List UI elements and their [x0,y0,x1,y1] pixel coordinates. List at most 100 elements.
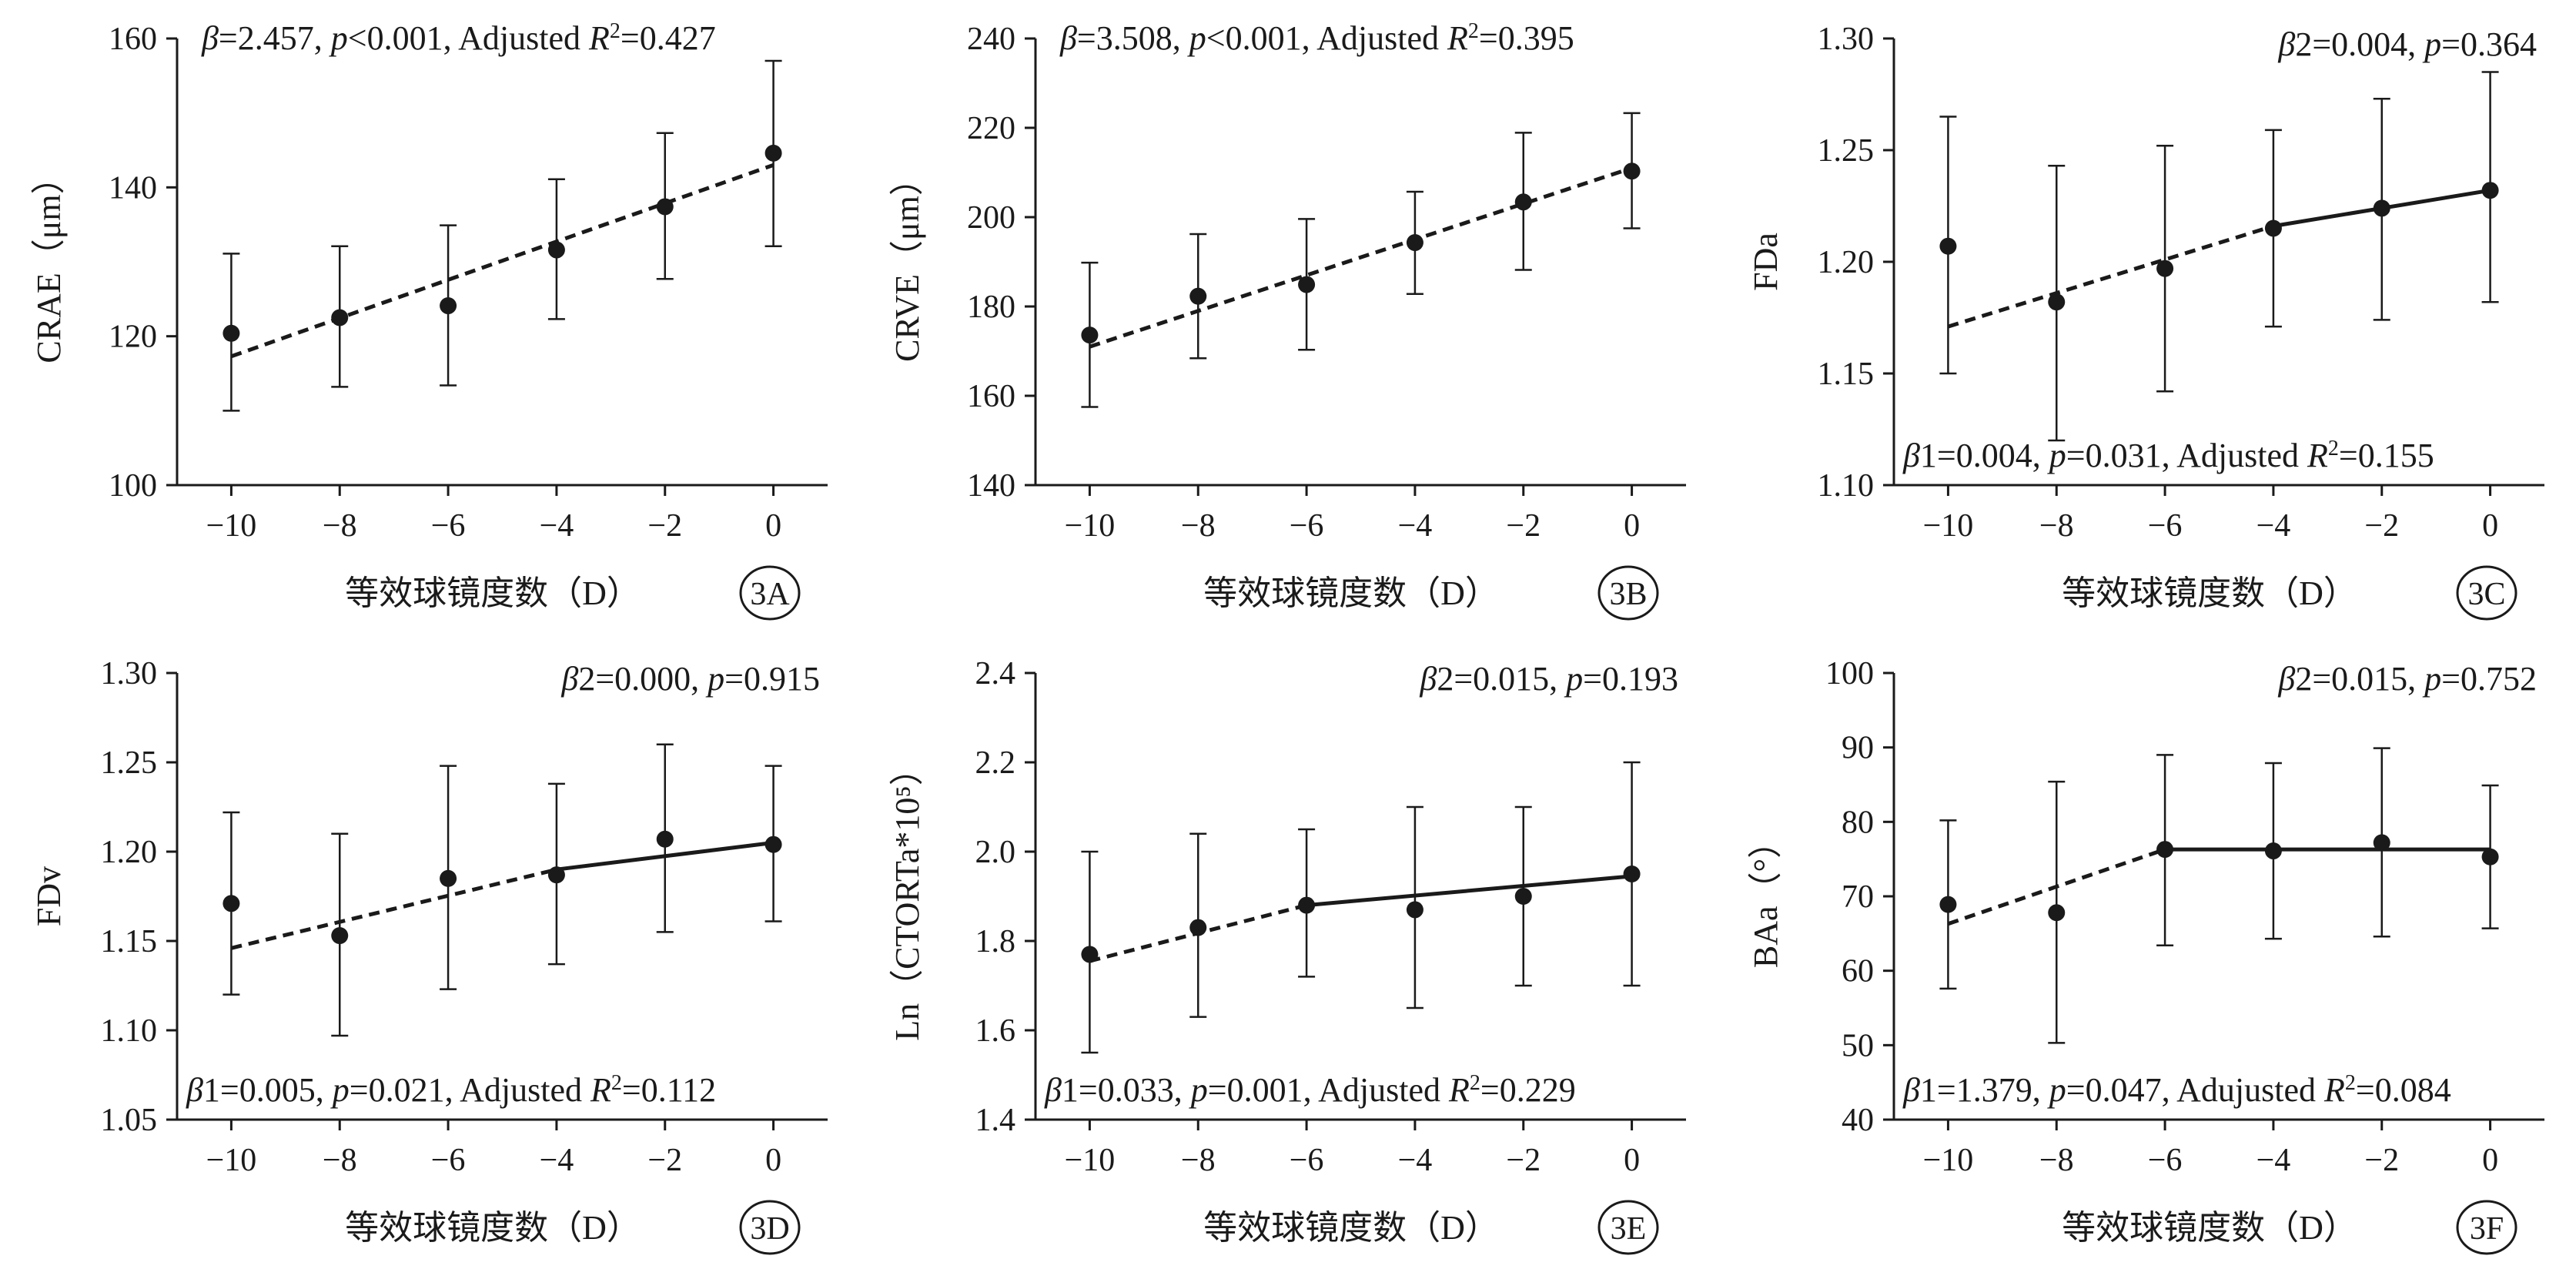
y-tick-label: 1.6 [975,1013,1016,1049]
panel-tag-label: 3D [750,1211,789,1247]
panel-tag-label: 3F [2470,1211,2504,1247]
stats-annotation: β1=1.379, p=0.047, Adujusted R2=0.084 [1902,1071,2451,1110]
y-tick-label: 70 [1842,879,1874,915]
x-tick-label: 0 [1624,508,1640,544]
data-point [440,297,457,315]
panel-tag-circle [1597,565,1659,621]
x-tick-label: −6 [2148,1143,2183,1178]
data-point [1514,193,1532,211]
y-tick-label: 1.20 [1818,245,1875,280]
data-point [547,241,565,259]
y-tick-label: 140 [109,170,157,206]
x-axis-title: 等效球镜度数（D） [2062,1209,2357,1247]
data-point [331,309,349,326]
x-tick-label: −10 [1923,1143,1974,1178]
stats-annotation: β2=0.015, p=0.193 [1419,660,1678,698]
x-tick-label: −10 [206,1143,257,1178]
x-tick-label: −10 [1923,508,1974,544]
y-tick-label: 120 [109,320,157,355]
fit-line-solid [1306,874,1632,908]
y-tick-label: 60 [1842,954,1874,989]
x-tick-label: −2 [1506,1143,1541,1178]
data-point [1081,326,1099,344]
stats-annotation: β2=0.015, p=0.752 [2277,660,2537,698]
stats-annotation: β2=0.000, p=0.915 [560,660,820,698]
data-point [331,927,349,945]
panel-tag-label: 3C [2467,577,2505,612]
data-point [1406,234,1423,252]
y-tick-label: 160 [109,22,157,57]
data-point [440,869,457,887]
panel-3B: 140 160 180 200 220 240 −10 −8 −6 −4 −2 0 等效球镜度数（D） C… [858,0,1717,634]
data-point [2264,842,2282,860]
chart-svg: 1.4 1.6 1.8 2.0 2.2 2.4 −10 −8 −6 −4 −2 0 等效球镜度数（D） L… [888,656,1686,1255]
panel-tag-circle [1597,1200,1659,1255]
x-axis-title: 等效球镜度数（D） [1203,574,1499,612]
data-point [2048,293,2066,311]
panel-tag-circle [739,1200,801,1255]
y-tick-label: 1.15 [101,924,158,959]
y-axis-title: BAa（°） [1747,825,1785,968]
panel-tag-label: 3A [750,577,790,612]
x-tick-label: −8 [1181,1143,1216,1178]
x-tick-label: −6 [431,508,466,544]
x-tick-label: −2 [2364,1143,2399,1178]
x-tick-label: −10 [1065,1143,1116,1178]
x-tick-label: −6 [1290,508,1324,544]
x-tick-label: −10 [1065,508,1116,544]
y-tick-label: 100 [1825,656,1874,691]
stats-annotation: β2=0.004, p=0.364 [2277,25,2537,63]
y-tick-label: 1.25 [1818,133,1875,169]
y-axis-title: CRAE（μm） [30,160,68,363]
data-point [2481,848,2499,866]
data-point [2373,199,2390,217]
stats-annotation: β1=0.033, p=0.001, Adjusted R2=0.229 [1044,1071,1576,1110]
chart-svg: 100 120 140 160 −10 −8 −6 −4 −2 0 等效球镜度数（D） CRAE（μm… [30,19,828,621]
x-tick-label: −8 [1181,508,1216,544]
x-tick-label: −8 [2039,1143,2074,1178]
y-tick-label: 80 [1842,805,1874,840]
chart-svg: 140 160 180 200 220 240 −10 −8 −6 −4 −2 0 等效球镜度数（D） C… [888,19,1686,621]
y-tick-label: 1.30 [101,656,158,691]
y-tick-label: 1.4 [975,1103,1016,1138]
chart-svg: 1.05 1.10 1.15 1.20 1.25 1.30 −10 −8 −6 −4 −2 0 等效球镜… [30,656,828,1255]
x-tick-label: −4 [540,508,574,544]
y-tick-label: 1.10 [101,1013,158,1049]
x-tick-label: −8 [323,1143,357,1178]
panel-tag-circle [2456,1200,2517,1255]
y-tick-label: 40 [1842,1103,1874,1138]
y-tick-label: 1.8 [975,924,1016,959]
x-tick-label: 0 [765,508,781,544]
panel-3C: 1.10 1.15 1.20 1.25 1.30 −10 −8 −6 −4 −2 0 等效球镜度数（D… [1717,0,2575,634]
x-tick-label: −4 [540,1143,574,1178]
data-point [1623,866,1641,882]
data-point [1514,888,1532,905]
data-point [1081,946,1099,963]
x-tick-label: 0 [765,1143,781,1178]
data-point [2156,259,2174,277]
x-tick-label: −4 [2257,1143,2291,1178]
x-tick-label: 0 [1624,1143,1640,1178]
data-point [2373,834,2390,852]
x-axis-title: 等效球镜度数（D） [345,574,641,612]
y-tick-label: 2.0 [975,835,1016,870]
y-tick-label: 2.2 [975,745,1016,781]
fit-line-dashed [1947,224,2274,329]
fit-line-dashed [230,867,557,950]
x-tick-label: −4 [1398,508,1433,544]
data-point [1298,276,1316,293]
y-tick-label: 140 [967,468,1015,504]
y-tick-label: 200 [967,200,1015,236]
x-tick-label: −2 [647,1143,682,1178]
x-axis-title: 等效球镜度数（D） [2062,574,2357,612]
y-tick-label: 2.4 [975,656,1016,691]
x-tick-label: −2 [1506,508,1541,544]
data-point [764,835,782,853]
data-point [656,830,674,848]
x-axis-title: 等效球镜度数（D） [345,1209,641,1247]
y-axis-title: CRVE（μm） [888,162,926,362]
fit-line-dashed [230,162,774,359]
y-tick-label: 1.05 [101,1103,158,1138]
data-point [764,144,782,162]
chart-svg: 1.10 1.15 1.20 1.25 1.30 −10 −8 −6 −4 −2 0 等效球镜度数（D… [1747,22,2544,621]
